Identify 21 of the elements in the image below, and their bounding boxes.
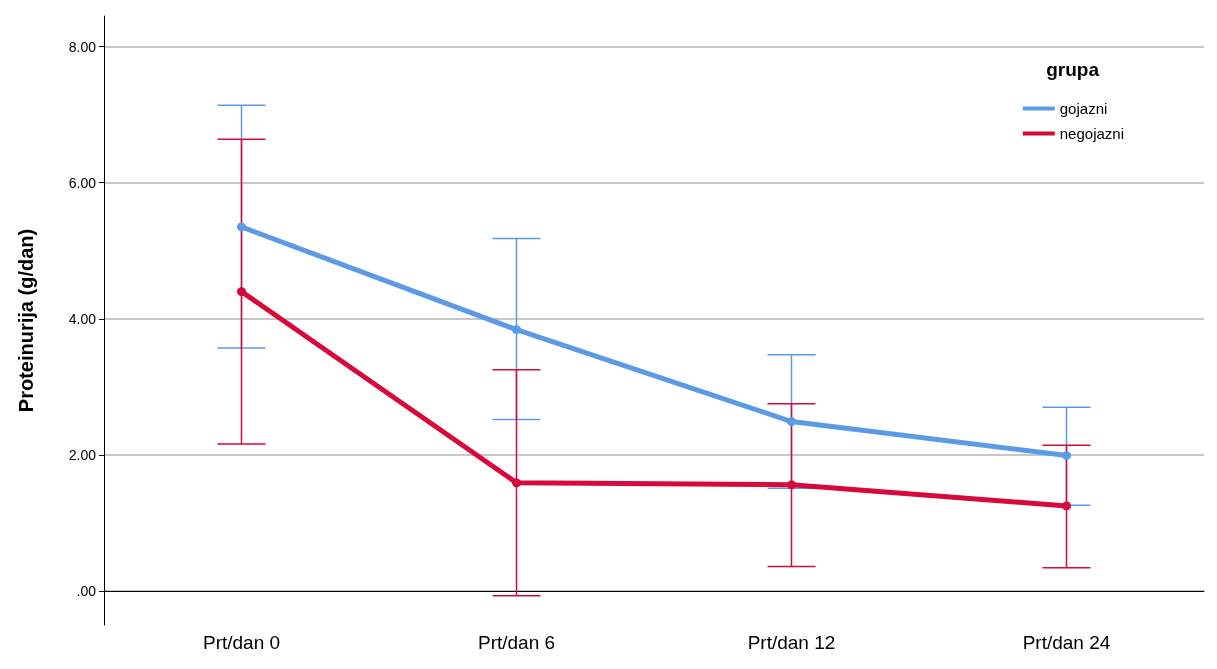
legend-label: negojazni [1059, 125, 1124, 142]
x-tick-label: Prt/dan 24 [1022, 632, 1111, 653]
legend-title: grupa [1046, 59, 1100, 80]
y-tick-label: .00 [76, 582, 97, 599]
point [512, 325, 521, 335]
y-tick-label: 4.00 [68, 310, 97, 327]
point [237, 287, 246, 297]
point [237, 222, 246, 232]
point [1062, 501, 1071, 511]
y-tick-label: 8.00 [68, 38, 97, 55]
point [787, 417, 796, 427]
y-tick-label: 2.00 [68, 446, 97, 463]
x-tick-label: Prt/dan 0 [202, 632, 281, 653]
x-tick-label: Prt/dan 12 [747, 632, 836, 653]
y-tick-label: 6.00 [68, 174, 97, 191]
point [1062, 451, 1071, 461]
point [512, 478, 521, 488]
y-axis-title: Proteinurija (g/dan) [15, 228, 37, 413]
x-tick-label: Prt/dan 6 [477, 632, 556, 653]
point [787, 480, 796, 490]
legend-label: gojazni [1059, 100, 1108, 117]
